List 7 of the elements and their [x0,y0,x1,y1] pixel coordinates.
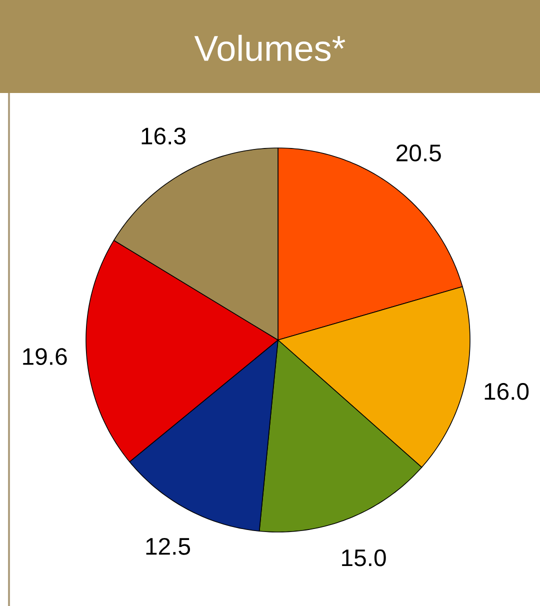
data-label: 12.5 [146,538,190,555]
data-label: 16.3 [142,128,186,145]
data-label: 16.0 [484,382,529,400]
data-label: 15.0 [342,549,386,566]
data-label: 20.5 [396,144,441,162]
data-label: 19.6 [23,348,67,366]
chart-title: Volumes* [194,34,346,62]
